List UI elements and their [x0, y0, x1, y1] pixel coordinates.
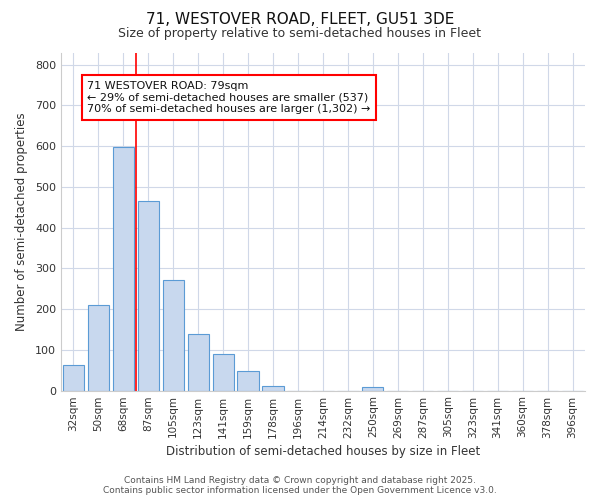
Bar: [362, 388, 383, 390]
Bar: [137, 201, 159, 390]
Bar: [212, 354, 234, 391]
Bar: [113, 148, 134, 390]
Text: 71 WESTOVER ROAD: 79sqm
← 29% of semi-detached houses are smaller (537)
70% of s: 71 WESTOVER ROAD: 79sqm ← 29% of semi-de…: [87, 81, 371, 114]
Bar: [262, 386, 284, 390]
Bar: [163, 280, 184, 390]
Y-axis label: Number of semi-detached properties: Number of semi-detached properties: [15, 112, 28, 331]
Bar: [88, 305, 109, 390]
Bar: [188, 334, 209, 390]
X-axis label: Distribution of semi-detached houses by size in Fleet: Distribution of semi-detached houses by …: [166, 444, 480, 458]
Bar: [63, 366, 84, 390]
Text: Contains HM Land Registry data © Crown copyright and database right 2025.
Contai: Contains HM Land Registry data © Crown c…: [103, 476, 497, 495]
Text: Size of property relative to semi-detached houses in Fleet: Size of property relative to semi-detach…: [119, 28, 482, 40]
Bar: [238, 371, 259, 390]
Text: 71, WESTOVER ROAD, FLEET, GU51 3DE: 71, WESTOVER ROAD, FLEET, GU51 3DE: [146, 12, 454, 28]
